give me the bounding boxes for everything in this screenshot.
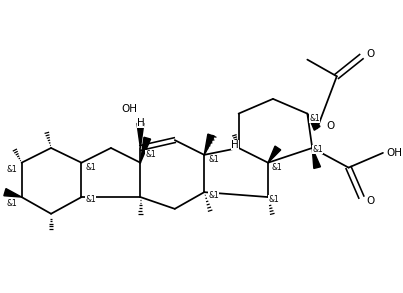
Text: &1: &1 [7, 165, 18, 174]
Text: O: O [366, 49, 374, 59]
Text: &1: &1 [208, 191, 219, 200]
Text: &1: &1 [85, 163, 96, 172]
Polygon shape [312, 148, 320, 168]
Text: OH: OH [121, 104, 137, 114]
Polygon shape [268, 146, 281, 163]
Polygon shape [307, 114, 320, 130]
Text: H: H [231, 140, 239, 150]
Text: &1: &1 [85, 195, 96, 204]
Text: &1: &1 [208, 155, 219, 164]
Text: H: H [137, 118, 144, 128]
Polygon shape [137, 123, 144, 148]
Text: &1: &1 [309, 114, 320, 123]
Text: &1: &1 [145, 150, 156, 159]
Text: O: O [326, 121, 334, 131]
Polygon shape [4, 189, 22, 197]
Text: O: O [366, 196, 374, 206]
Text: &1: &1 [272, 163, 283, 172]
Text: &1: &1 [268, 195, 279, 204]
Polygon shape [204, 134, 214, 155]
Text: &1: &1 [7, 200, 18, 208]
Polygon shape [140, 137, 151, 163]
Text: &1: &1 [312, 145, 323, 154]
Text: OH: OH [386, 148, 402, 158]
